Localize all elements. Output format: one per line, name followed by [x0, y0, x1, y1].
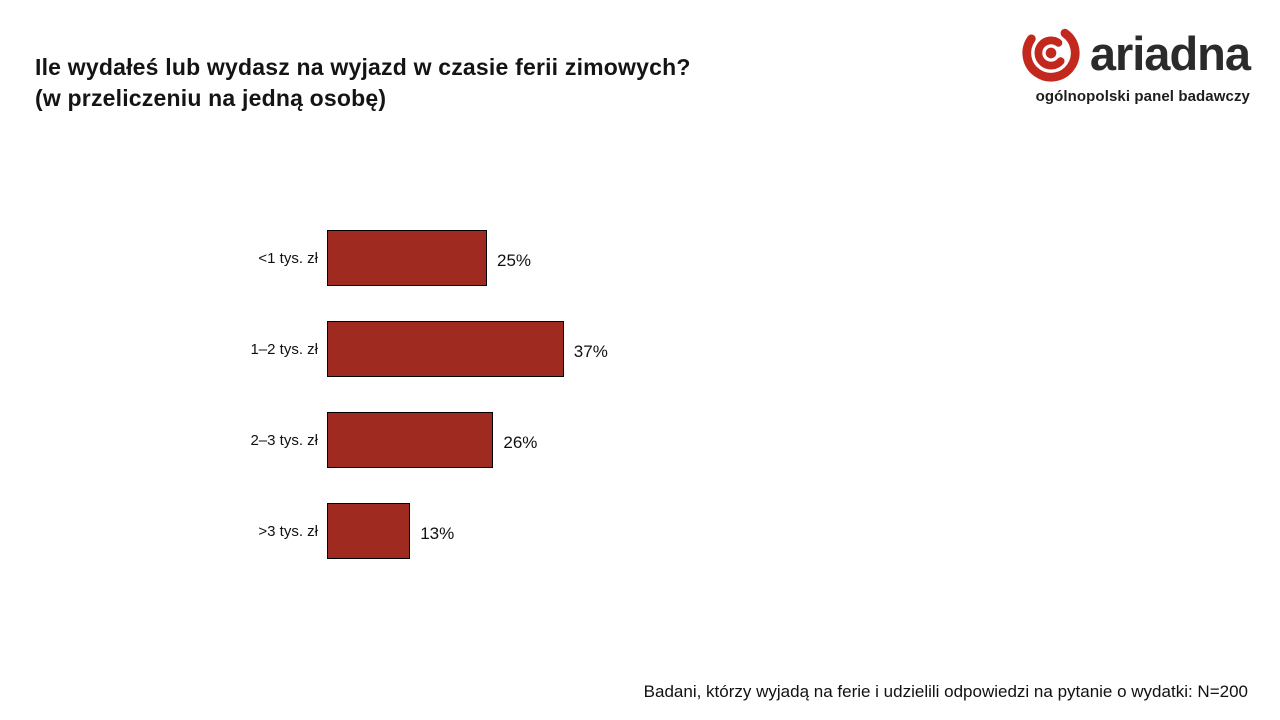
logo-row: ariadna — [1020, 22, 1251, 84]
category-label: 2–3 tys. zł — [250, 431, 318, 449]
category-label: >3 tys. zł — [258, 522, 318, 540]
chart-row: 2–3 tys. zł 26% — [0, 412, 1280, 468]
logo-subtitle: ogólnopolski panel badawczy — [1035, 88, 1250, 105]
chart-row: >3 tys. zł 13% — [0, 503, 1280, 559]
chart-row: <1 tys. zł 25% — [0, 230, 1280, 286]
bar — [327, 230, 487, 286]
title-line-2: (w przeliczeniu na jedną osobę) — [35, 85, 387, 111]
sample-note: Badani, którzy wyjadą na ferie i udzieli… — [643, 682, 1248, 701]
ariadna-logo: ariadna ogólnopolski panel badawczy — [1020, 22, 1251, 105]
logo-wordmark: ariadna — [1089, 26, 1251, 80]
bar — [327, 321, 564, 377]
chart-row: 1–2 tys. zł 37% — [0, 321, 1280, 377]
value-label: 13% — [420, 523, 455, 543]
ariadna-spiral-icon — [1020, 22, 1082, 84]
bar — [327, 503, 411, 559]
value-label: 25% — [497, 250, 532, 270]
title-line-1: Ile wydałeś lub wydasz na wyjazd w czasi… — [35, 54, 691, 80]
page-title: Ile wydałeś lub wydasz na wyjazd w czasi… — [35, 52, 691, 114]
bar — [327, 412, 494, 468]
bar-chart: <1 tys. zł 25% 1–2 tys. zł 37% 2–3 tys. … — [0, 230, 1280, 594]
value-label: 37% — [573, 341, 608, 361]
category-label: 1–2 tys. zł — [250, 340, 318, 358]
value-label: 26% — [503, 432, 538, 452]
category-label: <1 tys. zł — [258, 249, 318, 267]
